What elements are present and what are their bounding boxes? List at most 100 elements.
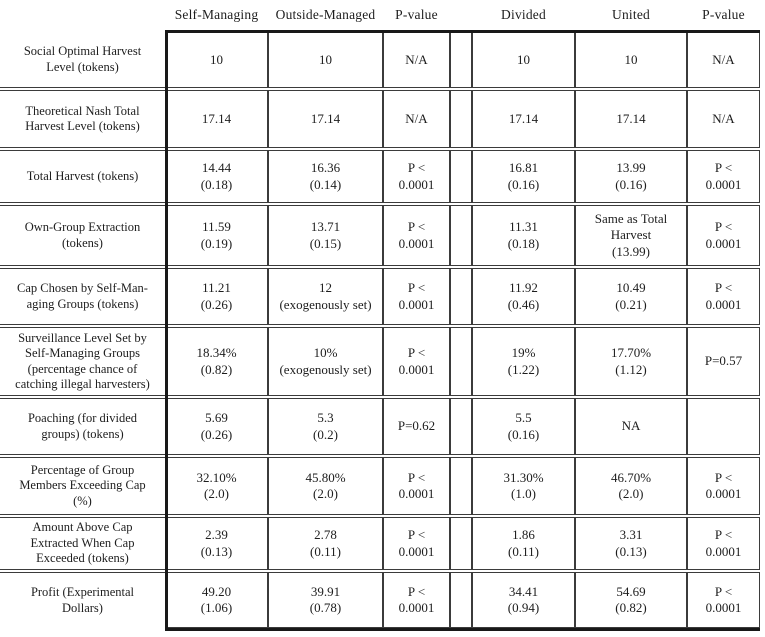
cell-p-value-2: P=0.57 [687,327,760,396]
cell-p-value-2: P < 0.0001 [687,572,760,628]
cell-united: 10 [575,32,687,88]
cell-outside-managed: 10 [268,32,383,88]
column-header-self-managing: Self-Managing [174,7,259,22]
cell-outside-managed: 16.36 (0.14) [268,150,383,203]
cell-divided: 10 [472,32,575,88]
row-label: Percentage of Group Members Exceeding Ca… [0,457,165,515]
cell-p-value-2 [687,398,760,455]
cell-p-value-2: P < 0.0001 [687,205,760,266]
cell-self-managing: 32.10% (2.0) [165,457,268,515]
cell-united: 17.70% (1.12) [575,327,687,396]
divider-gap-cell [450,90,472,148]
cell-p-value-2: N/A [687,90,760,148]
column-header-p-value: P-value [395,7,438,22]
cell-united: NA [575,398,687,455]
cell-self-managing: 17.14 [165,90,268,148]
cell-united: 13.99 (0.16) [575,150,687,203]
cell-p-value-2: P < 0.0001 [687,268,760,325]
cell-p-value-1: P < 0.0001 [383,517,450,570]
divider-gap-cell [450,327,472,396]
cell-united: Same as Total Harvest (13.99) [575,205,687,266]
cell-p-value-2: P < 0.0001 [687,150,760,203]
cell-outside-managed: 13.71 (0.15) [268,205,383,266]
cell-divided: 31.30% (1.0) [472,457,575,515]
cell-divided: 1.86 (0.11) [472,517,575,570]
row-label: Amount Above Cap Extracted When Cap Exce… [0,517,165,570]
row-label: Theoretical Nash Total Harvest Level (to… [0,90,165,148]
table-row: Poaching (for divided groups) (tokens) 5.… [0,398,765,455]
table-row: Percentage of Group Members Exceeding Ca… [0,457,765,515]
table-row: Amount Above Cap Extracted When Cap Exce… [0,517,765,570]
header-gap-spacer [450,0,472,30]
cell-self-managing: 18.34% (0.82) [165,327,268,396]
header-spacer [0,0,165,30]
cell-united: 17.14 [575,90,687,148]
column-header-outside-managed: Outside-Managed [275,7,376,22]
cell-p-value-1: P < 0.0001 [383,268,450,325]
table-left-border [165,30,168,631]
divider-gap-cell [450,457,472,515]
row-label: Poaching (for divided groups) (tokens) [0,398,165,455]
row-label: Profit (Experimental Dollars) [0,572,165,628]
divider-gap-cell [450,150,472,203]
cell-divided: 16.81 (0.16) [472,150,575,203]
divider-gap-cell [450,268,472,325]
row-label: Surveillance Level Set by Self-Managing … [0,327,165,396]
cell-united: 46.70% (2.0) [575,457,687,515]
cell-outside-managed: 17.14 [268,90,383,148]
table-header-row: Self-Managing Outside-Managed P-value Divid… [0,0,765,30]
cell-divided: 17.14 [472,90,575,148]
cell-divided: 11.31 (0.18) [472,205,575,266]
divider-gap-cell [450,32,472,88]
divider-gap-cell [450,572,472,628]
cell-united: 3.31 (0.13) [575,517,687,570]
row-label: Own-Group Extraction (tokens) [0,205,165,266]
cell-p-value-2: N/A [687,32,760,88]
cell-divided: 19% (1.22) [472,327,575,396]
divider-gap-cell [450,398,472,455]
cell-p-value-1: N/A [383,32,450,88]
cell-self-managing: 49.20 (1.06) [165,572,268,628]
table-row: Social Optimal Harvest Level (tokens) 10 1… [0,32,765,88]
cell-self-managing: 10 [165,32,268,88]
cell-p-value-1: P < 0.0001 [383,457,450,515]
cell-united: 54.69 (0.82) [575,572,687,628]
cell-self-managing: 11.21 (0.26) [165,268,268,325]
cell-divided: 11.92 (0.46) [472,268,575,325]
cell-outside-managed: 5.3 (0.2) [268,398,383,455]
cell-self-managing: 5.69 (0.26) [165,398,268,455]
cell-p-value-1: P=0.62 [383,398,450,455]
cell-p-value-1: P < 0.0001 [383,572,450,628]
cell-p-value-1: P < 0.0001 [383,150,450,203]
cell-p-value-1: P < 0.0001 [383,327,450,396]
cell-outside-managed: 45.80% (2.0) [268,457,383,515]
table-row: Surveillance Level Set by Self-Managing … [0,327,765,396]
table-body: Social Optimal Harvest Level (tokens) 10 1… [0,32,765,628]
cell-p-value-2: P < 0.0001 [687,457,760,515]
table-row: Total Harvest (tokens) 14.44 (0.18) 16.36 … [0,150,765,203]
table-top-border [165,30,760,33]
cell-outside-managed: 10% (exogenously set) [268,327,383,396]
row-label: Cap Chosen by Self-Man- aging Groups (to… [0,268,165,325]
divider-gap-cell [450,517,472,570]
cell-outside-managed: 2.78 (0.11) [268,517,383,570]
cell-self-managing: 11.59 (0.19) [165,205,268,266]
cell-divided: 34.41 (0.94) [472,572,575,628]
column-header-p-value-right: P-value [702,7,745,22]
cell-self-managing: 14.44 (0.18) [165,150,268,203]
table-bottom-border [165,628,760,631]
cell-divided: 5.5 (0.16) [472,398,575,455]
row-label: Social Optimal Harvest Level (tokens) [0,32,165,88]
column-header-united-right: United [612,7,650,22]
cell-outside-managed: 12 (exogenously set) [268,268,383,325]
row-label: Total Harvest (tokens) [0,150,165,203]
table-row: Own-Group Extraction (tokens) 11.59 (0.19… [0,205,765,266]
cell-p-value-1: N/A [383,90,450,148]
cell-outside-managed: 39.91 (0.78) [268,572,383,628]
divider-gap-cell [450,205,472,266]
cell-self-managing: 2.39 (0.13) [165,517,268,570]
table-row: Profit (Experimental Dollars) 49.20 (1.06… [0,572,765,628]
column-header-divided-right: Divided [501,7,546,22]
cell-p-value-2: P < 0.0001 [687,517,760,570]
